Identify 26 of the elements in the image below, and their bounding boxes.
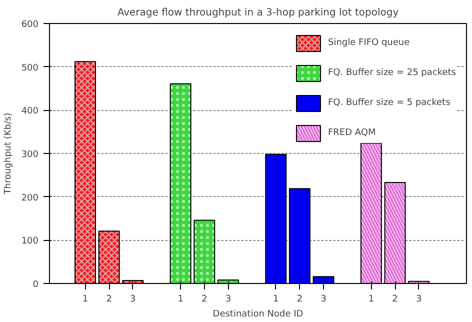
y-axis-title: Throughput (Kb/s) [3, 112, 14, 196]
x-tick-label: 3 [416, 294, 422, 304]
x-tick-label: 1 [368, 294, 374, 304]
y-tick-label: 500 [21, 63, 39, 74]
y-tick-label: 0 [32, 280, 39, 290]
x-tick-label: 3 [320, 294, 326, 304]
x-tick-label: 3 [225, 294, 232, 304]
x-tick-label: 1 [178, 294, 184, 304]
y-tick-label: 100 [21, 236, 39, 247]
x-tick-label: 2 [106, 294, 112, 304]
x-tick-label: 2 [392, 294, 398, 304]
y-tick-label: 600 [21, 20, 39, 30]
x-tick-label: 3 [130, 294, 136, 304]
legend-label: Single FIFO queue [328, 38, 410, 48]
y-tick-label: 300 [21, 150, 39, 160]
y-tick-label: 200 [21, 193, 39, 204]
legend-label: FRED AQM [328, 128, 376, 138]
legend-label: FQ. Buffer size = 5 packets [328, 98, 450, 108]
legend-label: FQ. Buffer size = 25 packets [328, 68, 456, 78]
x-tick-label: 1 [82, 294, 88, 304]
x-tick-label: 1 [273, 294, 279, 304]
x-tick-label: 2 [202, 294, 208, 304]
chart-title: Average flow throughput in a 3-hop parking lot topology [117, 8, 399, 18]
x-tick-label: 2 [296, 294, 303, 304]
y-tick-label: 400 [21, 106, 39, 117]
x-axis-title: Destination Node ID [212, 310, 304, 320]
